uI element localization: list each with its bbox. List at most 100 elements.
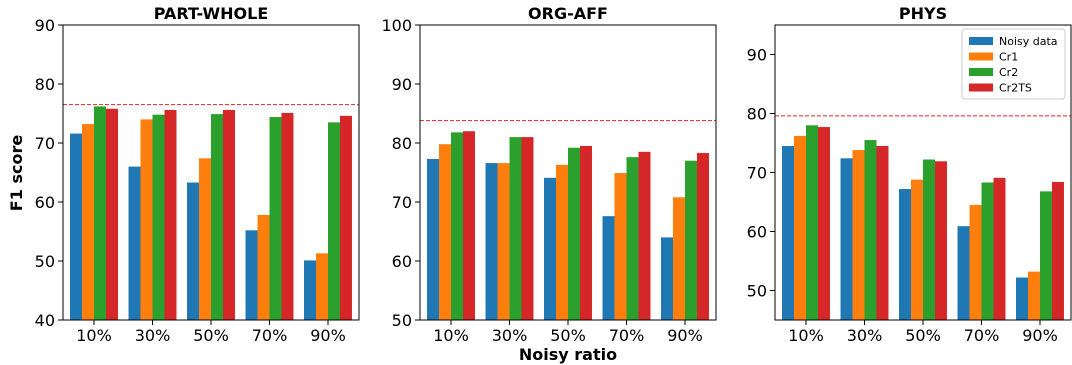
bar-cr2ts-70pct <box>638 151 651 320</box>
y-tick-label: 70 <box>747 164 767 183</box>
x-tick-label: 70% <box>609 326 645 345</box>
bar-noisy-data-90pct <box>661 237 674 320</box>
bar-cr2-50pct <box>923 159 935 320</box>
bar-cr2-90pct <box>1039 191 1052 320</box>
y-tick-label: 50 <box>35 252 55 271</box>
bar-noisy-data-70pct <box>602 216 615 320</box>
bar-cr2ts-30pct <box>521 137 534 320</box>
bar-cr2ts-30pct <box>876 145 889 320</box>
legend-swatch <box>969 37 993 45</box>
bar-cr1-30pct <box>497 163 510 320</box>
bar-cr2ts-90pct <box>339 115 352 320</box>
bar-cr2ts-70pct <box>993 177 1006 320</box>
y-tick-label: 90 <box>747 46 767 65</box>
chart-panels: PART-WHOLE 40 50 60 70 80 90 10% 30% 50% 70% 90% ORG… <box>35 4 1072 345</box>
x-tick-label: 90% <box>1022 326 1058 345</box>
chart-panel-3: PHYS 50 60 70 80 90 10% 30% 50% 70% 90% Noisy data C… <box>747 4 1072 345</box>
bar-cr2ts-90pct <box>1051 181 1064 320</box>
bar-cr2ts-90pct <box>696 153 709 320</box>
x-tick-label: 50% <box>550 326 586 345</box>
bar-cr1-90pct <box>673 197 685 320</box>
bar-cr1-30pct <box>140 119 153 321</box>
y-tick-label: 80 <box>35 75 55 94</box>
bar-noisy-data-90pct <box>304 260 317 320</box>
x-tick-label: 90% <box>310 326 346 345</box>
bar-cr2ts-10pct <box>105 108 118 320</box>
bar-noisy-data-70pct <box>245 230 258 320</box>
bar-cr2ts-50pct <box>579 145 592 320</box>
bar-cr2-50pct <box>211 114 223 320</box>
bar-cr2-30pct <box>864 140 877 320</box>
y-tick-label: 40 <box>35 311 55 330</box>
plot-frame <box>419 24 717 321</box>
legend-label: Noisy data <box>999 35 1058 48</box>
bar-cr1-90pct <box>1028 271 1040 320</box>
plot-frame <box>774 24 1072 321</box>
bar-cr1-70pct <box>969 204 982 320</box>
x-tick-label: 10% <box>433 326 469 345</box>
legend-label: Cr1 <box>999 51 1018 64</box>
bar-cr2-50pct <box>568 147 580 320</box>
bar-noisy-data-90pct <box>1016 277 1029 320</box>
bar-noisy-data-70pct <box>957 226 970 320</box>
bar-cr2-10pct <box>94 106 106 320</box>
bar-cr1-50pct <box>199 158 211 320</box>
bar-cr1-10pct <box>439 144 452 320</box>
chart-title: PHYS <box>899 4 947 23</box>
y-axis-label: F1 score <box>7 135 26 212</box>
x-tick-label: 90% <box>667 326 703 345</box>
bar-noisy-data-10pct <box>70 133 83 320</box>
bar-noisy-data-50pct <box>187 182 200 320</box>
chart-panel-1: PART-WHOLE 40 50 60 70 80 90 10% 30% 50% 70% 90% <box>35 4 360 345</box>
bar-cr2-70pct <box>269 117 282 320</box>
x-tick-label: 10% <box>788 326 824 345</box>
bar-cr2ts-50pct <box>934 161 947 320</box>
chart-title: PART-WHOLE <box>154 4 269 23</box>
x-tick-label: 70% <box>252 326 288 345</box>
bar-cr1-70pct <box>614 173 627 320</box>
bar-cr2-10pct <box>451 132 463 320</box>
legend-label: Cr2 <box>999 66 1018 79</box>
bar-noisy-data-30pct <box>485 163 498 320</box>
bar-cr2ts-30pct <box>164 109 177 321</box>
y-tick-label: 60 <box>747 223 767 242</box>
x-tick-label: 30% <box>492 326 528 345</box>
y-tick-label: 60 <box>35 193 55 212</box>
bar-cr1-50pct <box>556 164 568 320</box>
bar-cr2-90pct <box>327 122 340 320</box>
y-tick-label: 80 <box>392 134 412 153</box>
chart-title: ORG-AFF <box>528 4 608 23</box>
bar-cr1-70pct <box>257 214 270 320</box>
bar-noisy-data-30pct <box>840 158 853 320</box>
bar-cr1-10pct <box>82 124 95 321</box>
x-tick-label: 50% <box>193 326 229 345</box>
legend-label: Cr2TS <box>999 82 1032 95</box>
bar-cr2-30pct <box>509 137 522 320</box>
chart-panel-2: ORG-AFF 50 60 70 80 90 100 10% 30% 50% 70% 90% <box>381 4 717 345</box>
bar-cr1-90pct <box>316 253 328 320</box>
bar-cr2-90pct <box>684 160 697 320</box>
y-tick-label: 90 <box>35 16 55 35</box>
bar-noisy-data-10pct <box>782 145 795 320</box>
bar-cr2-70pct <box>626 157 639 320</box>
y-tick-label: 60 <box>392 252 412 271</box>
y-tick-label: 100 <box>381 16 412 35</box>
x-tick-label: 30% <box>847 326 883 345</box>
y-tick-label: 50 <box>747 282 767 301</box>
y-tick-label: 90 <box>392 75 412 94</box>
bar-cr2ts-50pct <box>222 109 235 321</box>
bar-cr2ts-10pct <box>817 127 830 320</box>
x-tick-label: 10% <box>76 326 112 345</box>
bar-cr2-10pct <box>806 125 818 320</box>
bar-cr1-10pct <box>794 135 807 320</box>
legend-swatch <box>969 83 993 92</box>
bar-cr2ts-70pct <box>281 112 294 320</box>
bar-cr2-70pct <box>981 182 994 320</box>
bar-noisy-data-30pct <box>128 166 141 320</box>
x-tick-label: 50% <box>905 326 941 345</box>
bar-cr2ts-10pct <box>462 131 475 320</box>
plot-frame <box>62 24 360 321</box>
bar-noisy-data-50pct <box>544 177 557 320</box>
bar-cr2-30pct <box>152 114 165 321</box>
